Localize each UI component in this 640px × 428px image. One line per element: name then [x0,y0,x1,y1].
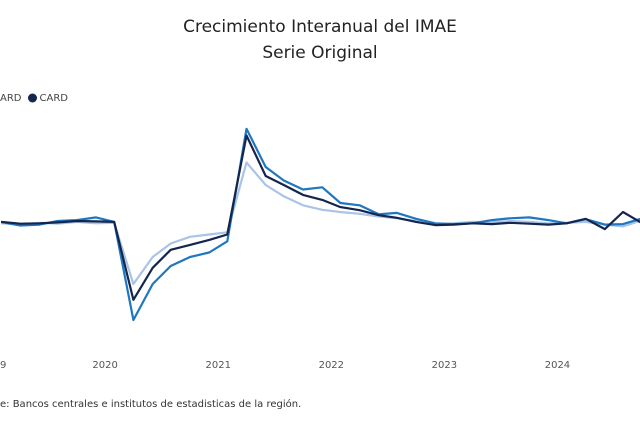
plot-area [0,127,640,322]
x-tick-label: 2020 [92,360,117,371]
legend-label: ARD [0,93,22,104]
x-tick-label: 2023 [432,360,457,371]
source-note: e: Bancos centrales e institutos de esta… [0,398,301,410]
series-line [1,161,640,286]
series-line [0,134,640,301]
x-tick-label: 2022 [319,360,344,371]
chart-subtitle: Serie Original [262,43,377,63]
chart-title: Crecimiento Interanual del IMAE [183,17,457,37]
x-tick-label: 2021 [206,360,231,371]
x-tick-label: 2024 [545,360,570,371]
legend-marker [28,93,37,103]
legend-label: CARD [40,93,69,104]
x-tick-label: 9 [0,360,6,371]
